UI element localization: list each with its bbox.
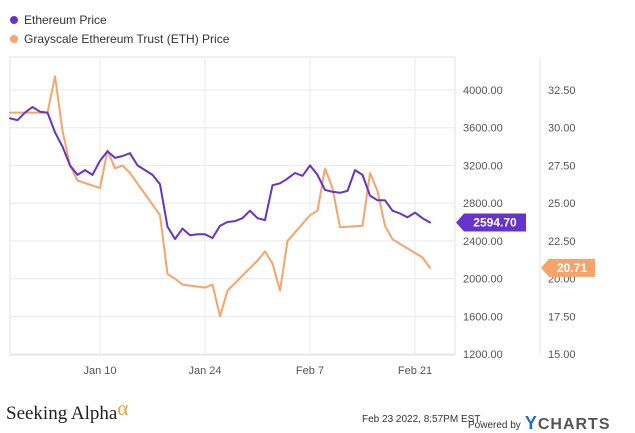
seeking-alpha-text: Seeking Alpha — [6, 403, 118, 424]
left-tick-label: 2000.00 — [463, 274, 503, 286]
footer: Seeking Alphaα Feb 23 2022, 8:57PM EST. … — [0, 396, 635, 433]
end-label-box — [541, 258, 595, 277]
right-tick-label: 22.50 — [548, 236, 576, 248]
ycharts-logo-y: Y — [524, 413, 538, 433]
legend-label: Grayscale Ethereum Trust (ETH) Price — [24, 32, 230, 46]
end-labels: 2594.70 20.71 — [456, 213, 595, 277]
left-tick-label: 4000.00 — [463, 85, 503, 97]
legend-label: Ethereum Price — [24, 13, 107, 27]
end-label-box — [456, 213, 526, 232]
legend-marker — [10, 16, 18, 24]
series-layer — [9, 75, 431, 318]
left-tick-label: 2800.00 — [463, 198, 503, 210]
right-tick-label: 17.50 — [548, 311, 576, 323]
x-axis: Jan 10 Jan 24 Feb 7 Feb 21 — [83, 365, 432, 377]
right-tick-label: 27.50 — [548, 160, 576, 172]
ycharts-logo: YCHARTS — [524, 413, 611, 433]
alpha-logo-icon: α — [117, 396, 129, 420]
legend: Ethereum Price Grayscale Ethereum Trust (… — [10, 13, 230, 46]
end-label-text: 20.71 — [557, 261, 587, 275]
right-tick-label: 25.00 — [548, 198, 576, 210]
x-tick-label: Jan 24 — [188, 365, 221, 377]
series-line-ethereum — [9, 106, 431, 240]
right-tick-label: 30.00 — [548, 123, 576, 135]
left-tick-label: 2400.00 — [463, 236, 503, 248]
legend-marker — [10, 35, 18, 43]
end-label-text: 2594.70 — [473, 215, 517, 229]
right-tick-label: 32.50 — [548, 85, 576, 97]
grid — [10, 57, 455, 355]
series-line-grayscale — [9, 75, 431, 318]
end-label-grayscale: 20.71 — [541, 258, 595, 277]
left-tick-label: 1200.00 — [463, 349, 503, 361]
timestamp: Feb 23 2022, 8:57PM EST. — [362, 414, 483, 425]
chart: 1200.00 1600.00 2000.00 2400.00 2800.00 3200.… — [9, 13, 595, 377]
powered-by: Powered by YCHARTS — [468, 412, 611, 433]
left-tick-label: 3200.00 — [463, 160, 503, 172]
x-tick-label: Feb 7 — [296, 365, 324, 377]
seeking-alpha-logo: Seeking Alphaα — [6, 396, 128, 425]
powered-by-text: Powered by — [468, 420, 521, 431]
left-axis: 1200.00 1600.00 2000.00 2400.00 2800.00 3200.… — [463, 85, 503, 361]
left-tick-label: 3600.00 — [463, 123, 503, 135]
left-tick-label: 1600.00 — [463, 311, 503, 323]
x-tick-label: Feb 21 — [398, 365, 432, 377]
x-tick-label: Jan 10 — [83, 365, 116, 377]
ycharts-logo-text: CHARTS — [537, 416, 611, 433]
right-tick-label: 15.00 — [548, 349, 576, 361]
end-label-ethereum: 2594.70 — [456, 213, 526, 232]
